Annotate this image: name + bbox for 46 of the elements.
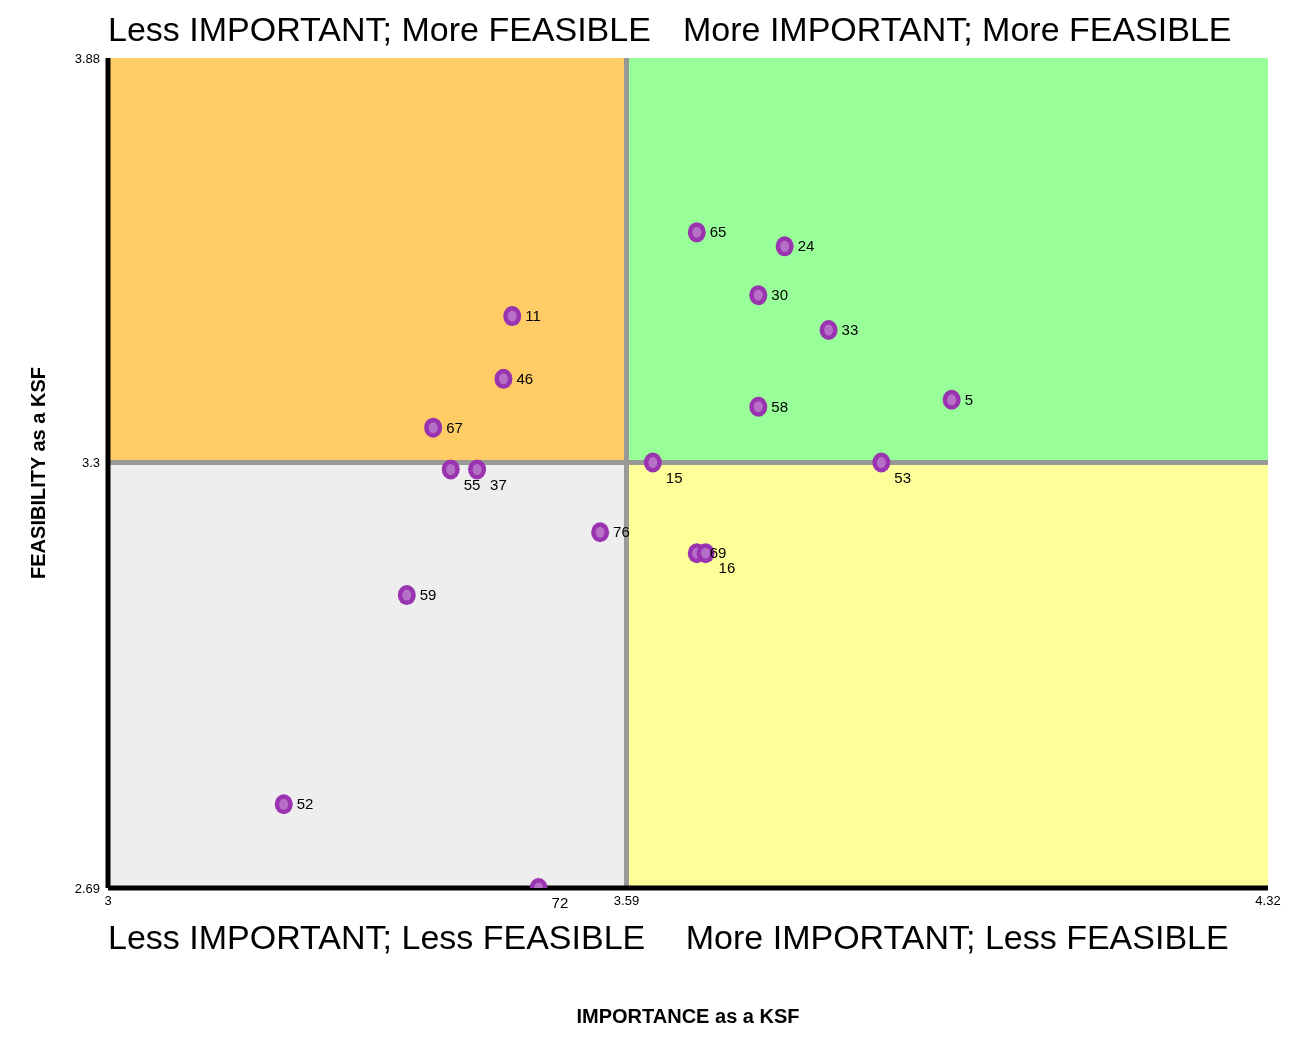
point xyxy=(687,222,706,243)
annotation: 30 xyxy=(771,286,788,304)
annotation: 37 xyxy=(490,475,507,493)
point xyxy=(942,389,961,410)
annotation: 58 xyxy=(771,397,788,415)
y-tick-label: 3.3 xyxy=(81,455,100,471)
point xyxy=(468,459,487,480)
text: More IMPORTANT; More FEASIBLE xyxy=(682,10,1232,48)
point xyxy=(643,452,662,473)
y-tick-label: 3.88 xyxy=(74,50,100,66)
annotation: 52 xyxy=(296,795,314,813)
annotation: 59 xyxy=(419,586,437,604)
x-tick-label: 4.32 xyxy=(1255,893,1281,909)
annotation: 46 xyxy=(516,369,534,387)
annotation: 16 xyxy=(718,559,736,577)
point xyxy=(872,452,891,473)
annotation: 33 xyxy=(841,321,859,339)
annotation: 67 xyxy=(446,418,463,436)
point xyxy=(749,285,768,306)
point xyxy=(819,320,838,341)
text: Less IMPORTANT; More FEASIBLE xyxy=(108,10,651,49)
annotation: 65 xyxy=(709,223,727,241)
point xyxy=(397,585,416,606)
point xyxy=(274,794,293,815)
text: More IMPORTANT; Less FEASIBLE xyxy=(685,918,1229,956)
point xyxy=(503,306,522,327)
annotation: 76 xyxy=(613,523,630,541)
point xyxy=(775,236,794,257)
point xyxy=(441,459,460,480)
point xyxy=(591,522,610,543)
y-tick-label: 2.69 xyxy=(74,880,100,896)
x-tick-label: 3 xyxy=(104,893,112,909)
annotation: 55 xyxy=(463,475,481,493)
annotation: 11 xyxy=(525,307,541,325)
point xyxy=(494,368,513,389)
point xyxy=(424,417,443,438)
x-axis-title: IMPORTANCE as a KSF xyxy=(576,1005,800,1027)
annotation: 24 xyxy=(797,237,815,255)
annotation: 53 xyxy=(894,468,912,486)
annotation: 72 xyxy=(551,894,569,911)
x-tick-label: 3.59 xyxy=(613,893,640,909)
annotation: 15 xyxy=(665,468,683,486)
point xyxy=(749,396,768,417)
annotation: 5 xyxy=(964,390,973,408)
y-axis-title: FEASIBILITY as a KSF xyxy=(27,367,50,579)
text: Less IMPORTANT; Less FEASIBLE xyxy=(108,918,646,957)
